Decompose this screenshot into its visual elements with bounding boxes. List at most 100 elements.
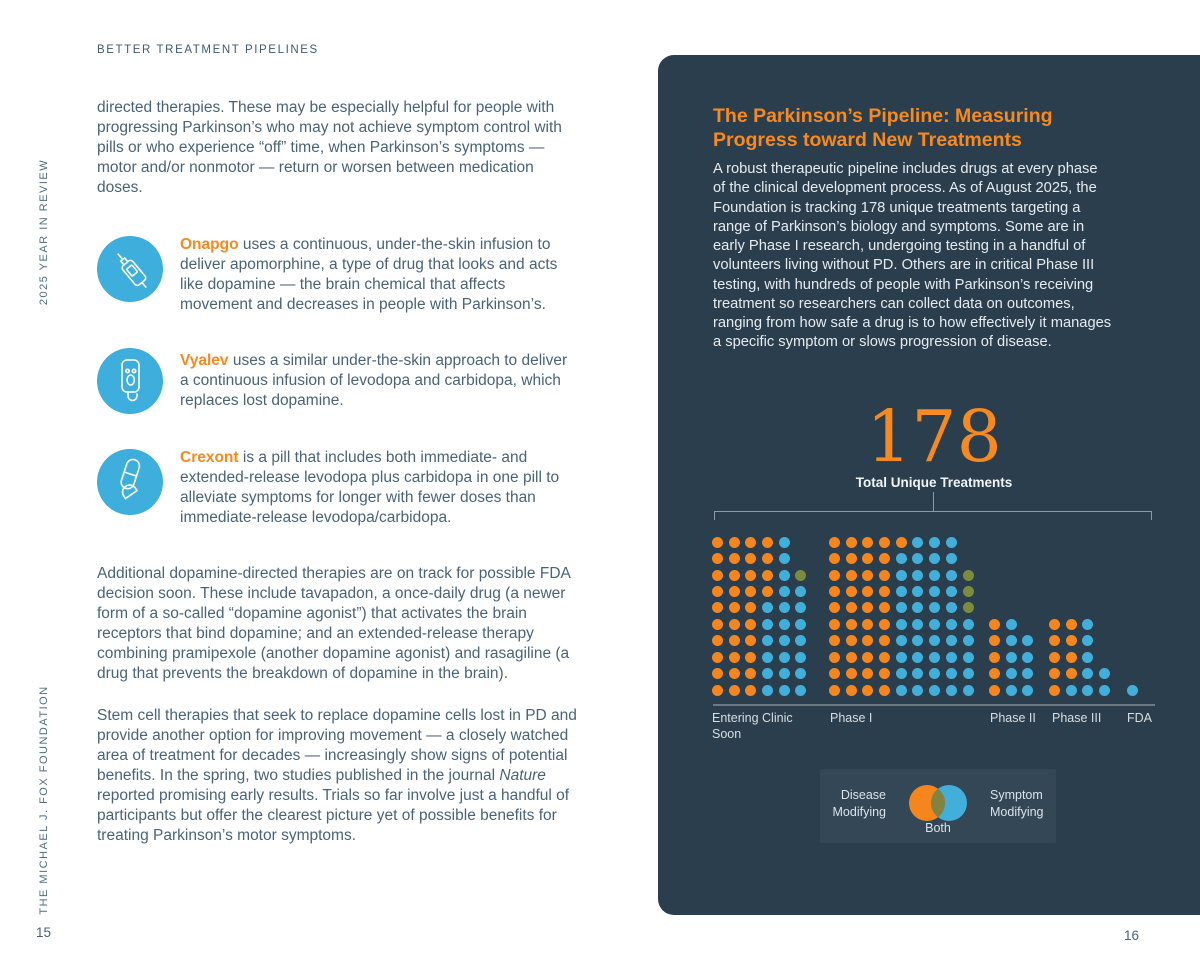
stat-value: 178 [866, 395, 1002, 478]
treatment-dot [829, 618, 840, 630]
treatment-dot [1005, 618, 1017, 630]
dot-row [1127, 567, 1144, 583]
treatment-dot [1022, 651, 1034, 663]
treatment-dot [778, 569, 790, 581]
dot-row [1049, 583, 1116, 599]
treatment-dot [728, 602, 740, 614]
treatment-dot [728, 651, 740, 663]
dot-row [712, 633, 812, 649]
treatment-dot [912, 635, 924, 647]
treatment-dot [1127, 684, 1138, 696]
treatment-dot [712, 586, 723, 598]
treatment-dot [829, 684, 840, 696]
treatment-dot [912, 684, 924, 696]
treatment-dot [778, 635, 790, 647]
treatment-dot [1065, 651, 1077, 663]
treatment-dot [712, 635, 723, 647]
treatment-dot [1065, 668, 1077, 680]
legend-both: Both [925, 821, 951, 835]
treatment-dot [762, 602, 774, 614]
dot-row [1049, 633, 1116, 649]
treatment-dot [762, 536, 774, 548]
treatment-dot [762, 684, 774, 696]
treatment-dot [712, 668, 723, 680]
treatment-dot [1005, 635, 1017, 647]
dot-row [989, 616, 1039, 632]
group-label-phase-2: Phase II [990, 711, 1036, 725]
treatment-dot [829, 536, 840, 548]
dopamine-therapies-paragraph: Additional dopamine-directed therapies a… [97, 565, 571, 682]
dot-row [829, 534, 979, 550]
treatment-dot [862, 668, 874, 680]
treatment-dot [728, 635, 740, 647]
treatment-dot [845, 602, 857, 614]
treatment-dot [929, 668, 941, 680]
treatment-dot [795, 684, 807, 696]
treatment-dot [895, 668, 907, 680]
legend-disease-modifying: Disease Modifying [832, 788, 887, 819]
dot-row [712, 666, 812, 682]
treatment-dot [778, 668, 790, 680]
dot-row [829, 633, 979, 649]
treatment-dot [945, 586, 957, 598]
treatment-dot [728, 586, 740, 598]
dot-row [989, 534, 1039, 550]
treatment-dot [845, 586, 857, 598]
panel-body: A robust therapeutic pipeline includes d… [713, 161, 1112, 351]
treatment-text: is a pill that includes both immediate- … [180, 449, 560, 526]
dot-row [712, 534, 812, 550]
treatment-dot [945, 618, 957, 630]
total-treatments-stat: 178 Total Unique Treatments [713, 401, 1155, 490]
treatment-dot [728, 569, 740, 581]
treatment-dot [962, 569, 974, 581]
bracket-bar [714, 511, 1152, 520]
dot-row [989, 550, 1039, 566]
journal-name: Nature [499, 766, 546, 784]
dot-row [829, 583, 979, 599]
treatment-dot [1049, 635, 1060, 647]
treatment-dot [862, 536, 874, 548]
treatment-dot [1049, 668, 1060, 680]
treatment-paragraph-onapgo: Onapgo uses a continuous, under-the-skin… [180, 235, 572, 315]
treatment-dot [762, 569, 774, 581]
treatment-dot [912, 668, 924, 680]
treatment-dot [929, 618, 941, 630]
treatment-dot [1099, 684, 1111, 696]
treatment-dot [895, 635, 907, 647]
dot-row [1127, 550, 1144, 566]
treatment-dot [895, 602, 907, 614]
treatment-dot [945, 536, 957, 548]
treatment-dot [1005, 684, 1017, 696]
treatment-dot [845, 635, 857, 647]
infusion-pump-icon [97, 348, 163, 414]
treatment-dot [945, 668, 957, 680]
section-eyebrow: BETTER TREATMENT PIPELINES [97, 44, 319, 56]
treatment-dot [962, 668, 974, 680]
treatment-dot [895, 651, 907, 663]
treatment-dot [945, 553, 957, 565]
treatment-dot [745, 618, 757, 630]
treatment-dot [778, 586, 790, 598]
treatment-dot [895, 618, 907, 630]
treatment-dot [778, 602, 790, 614]
treatment-dot [762, 553, 774, 565]
dot-row [712, 600, 812, 616]
treatment-dot [962, 586, 974, 598]
dot-row [1127, 583, 1144, 599]
treatment-dot [795, 635, 807, 647]
treatment-dot [795, 618, 807, 630]
treatment-dot [879, 602, 891, 614]
treatment-dot [879, 651, 891, 663]
treatment-dot [728, 536, 740, 548]
treatment-dot [862, 635, 874, 647]
dot-row [1049, 600, 1116, 616]
treatment-dot [929, 651, 941, 663]
treatment-dot [745, 668, 757, 680]
treatment-dot [762, 668, 774, 680]
treatment-dot [1022, 668, 1034, 680]
dot-row [989, 600, 1039, 616]
treatment-dot [989, 635, 1000, 647]
treatment-dot [745, 635, 757, 647]
treatment-dot [745, 586, 757, 598]
